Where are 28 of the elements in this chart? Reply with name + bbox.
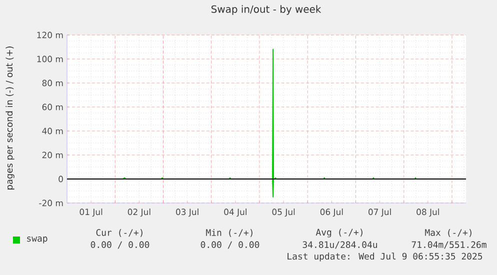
- text: Last update: Wed Jul 9 06:55:35 2025: [288, 252, 482, 262]
- y-tick-label: 20 m: [42, 152, 63, 158]
- y-tick-label: 80 m: [42, 80, 63, 86]
- text: Cur (-/+): [96, 229, 142, 237]
- y-tick-label: -20 m: [39, 200, 63, 206]
- text: Min (-/+): [206, 229, 252, 238]
- y-tick-label: 0: [58, 176, 63, 182]
- x-tick-label: 08 Jul: [416, 208, 439, 217]
- y-tick-label: 100 m: [37, 56, 63, 62]
- y-tick-label: 60 m: [42, 104, 63, 110]
- y-axis-title: pages per second in (-) / out (+): [6, 46, 14, 190]
- y-tick-label: 120 m: [37, 32, 63, 38]
- x-tick-label: 03 Jul: [176, 208, 198, 217]
- text: 0.00 / 0.00: [200, 241, 260, 249]
- text: Avg (-/+): [316, 228, 362, 238]
- x-tick-label: 02 Jul: [128, 208, 150, 217]
- legend-label: swap: [27, 236, 48, 244]
- text: 71.04m/551.26m: [412, 241, 486, 249]
- x-tick-label: 01 Jul: [80, 208, 102, 217]
- text: 34.81u/284.04u: [302, 241, 377, 249]
- y-tick-label: 40 m: [42, 128, 63, 134]
- x-tick-label: 07 Jul: [368, 208, 391, 217]
- text: 0.00 / 0.00: [90, 241, 150, 249]
- chart-title: Swap in/out - by week: [212, 5, 322, 15]
- x-tick-label: 05 Jul: [272, 208, 295, 217]
- text: Max (-/+): [425, 229, 472, 237]
- x-tick-label: 06 Jul: [320, 208, 343, 217]
- x-tick-label: 04 Jul: [224, 208, 246, 217]
